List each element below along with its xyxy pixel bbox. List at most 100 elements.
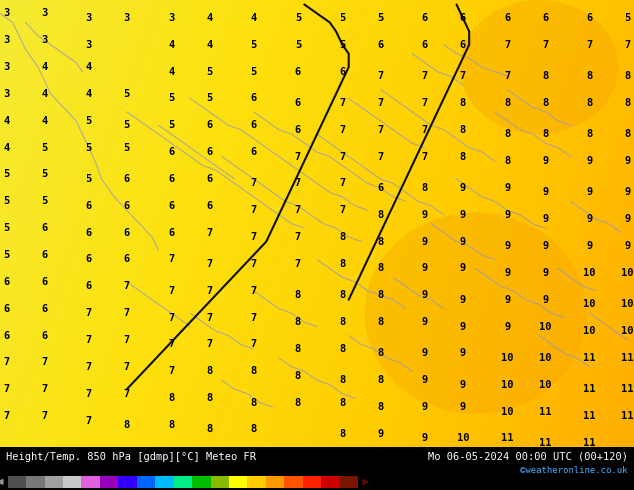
Text: 11: 11 [583,411,596,421]
Bar [100,475,119,489]
Bar [81,475,100,489]
Text: 9: 9 [624,241,631,251]
Bar [247,475,266,489]
Text: 10: 10 [621,299,634,309]
Text: 9: 9 [504,241,510,251]
Text: 8: 8 [339,232,346,242]
Text: 7: 7 [168,367,174,376]
Text: 9: 9 [542,241,548,251]
Text: 6: 6 [41,250,48,260]
Text: 9: 9 [460,402,466,412]
Text: 7: 7 [3,411,10,421]
Bar [303,475,321,489]
Text: 10: 10 [621,268,634,278]
Bar [26,475,44,489]
Text: 3: 3 [3,89,10,99]
Text: 7: 7 [41,357,48,368]
Text: 7: 7 [250,205,257,215]
Text: 5: 5 [339,13,346,23]
Text: 8: 8 [460,125,466,135]
Text: 10: 10 [456,434,469,443]
Text: 4: 4 [41,116,48,126]
Text: 11: 11 [621,411,634,421]
Text: 8: 8 [542,71,548,81]
Text: 7: 7 [422,98,428,108]
Text: 6: 6 [124,228,130,238]
Text: 8: 8 [460,151,466,162]
Text: 4: 4 [41,62,48,72]
Text: 8: 8 [168,393,174,403]
Text: 6: 6 [377,40,384,50]
Text: 4: 4 [41,89,48,99]
Text: 7: 7 [86,335,92,345]
Text: 8: 8 [250,424,257,435]
Text: 5: 5 [3,196,10,206]
Text: 7: 7 [339,125,346,135]
Text: 7: 7 [86,389,92,399]
Text: 9: 9 [586,187,593,197]
Bar [8,475,26,489]
Text: 7: 7 [124,281,130,292]
Text: 7: 7 [377,125,384,135]
Text: 9: 9 [460,295,466,305]
Text: 7: 7 [542,40,548,50]
Text: 6: 6 [3,277,10,287]
Text: 5: 5 [124,143,130,152]
Text: 8: 8 [377,290,384,300]
Text: 8: 8 [460,98,466,108]
Text: 8: 8 [295,397,301,408]
Text: 5: 5 [86,174,92,184]
Text: 7: 7 [206,286,212,296]
Text: 3: 3 [3,8,10,19]
Text: 11: 11 [501,434,514,443]
Text: 6: 6 [206,201,212,211]
Text: 9: 9 [422,210,428,220]
Text: 6: 6 [206,147,212,157]
Text: 8: 8 [250,367,257,376]
Text: 7: 7 [339,205,346,215]
Text: 7: 7 [86,416,92,425]
Text: 9: 9 [460,348,466,358]
Text: 7: 7 [422,71,428,81]
Text: 10: 10 [539,353,552,363]
Text: 10: 10 [583,268,596,278]
Text: 6: 6 [295,98,301,108]
Text: 6: 6 [377,183,384,193]
Text: 6: 6 [124,201,130,211]
Text: 6: 6 [542,13,548,23]
Text: 7: 7 [295,232,301,242]
Text: 5: 5 [3,250,10,260]
Text: 5: 5 [250,67,257,76]
Text: 7: 7 [295,151,301,162]
Text: 7: 7 [206,340,212,349]
Text: 8: 8 [339,259,346,269]
Text: 7: 7 [422,151,428,162]
Text: 11: 11 [583,353,596,363]
Bar [210,475,229,489]
Text: 8: 8 [339,397,346,408]
Text: 6: 6 [206,120,212,130]
Text: 7: 7 [250,232,257,242]
Text: 11: 11 [583,384,596,394]
Text: 7: 7 [168,254,174,265]
Text: 5: 5 [206,94,212,103]
Text: 7: 7 [250,313,257,322]
Text: 6: 6 [504,13,510,23]
Text: 7: 7 [124,335,130,345]
Bar [192,475,210,489]
Text: 11: 11 [583,438,596,448]
Text: 9: 9 [460,210,466,220]
Text: 5: 5 [377,13,384,23]
Text: 8: 8 [295,371,301,381]
Text: 5: 5 [41,143,48,152]
Text: 6: 6 [124,174,130,184]
Text: 5: 5 [86,143,92,152]
Text: 9: 9 [542,187,548,197]
Text: 6: 6 [86,201,92,211]
Text: 5: 5 [250,40,257,50]
Text: 7: 7 [339,151,346,162]
Text: 6: 6 [206,174,212,184]
Text: 8: 8 [504,129,510,139]
Text: 8: 8 [377,375,384,385]
Text: 5: 5 [206,67,212,76]
